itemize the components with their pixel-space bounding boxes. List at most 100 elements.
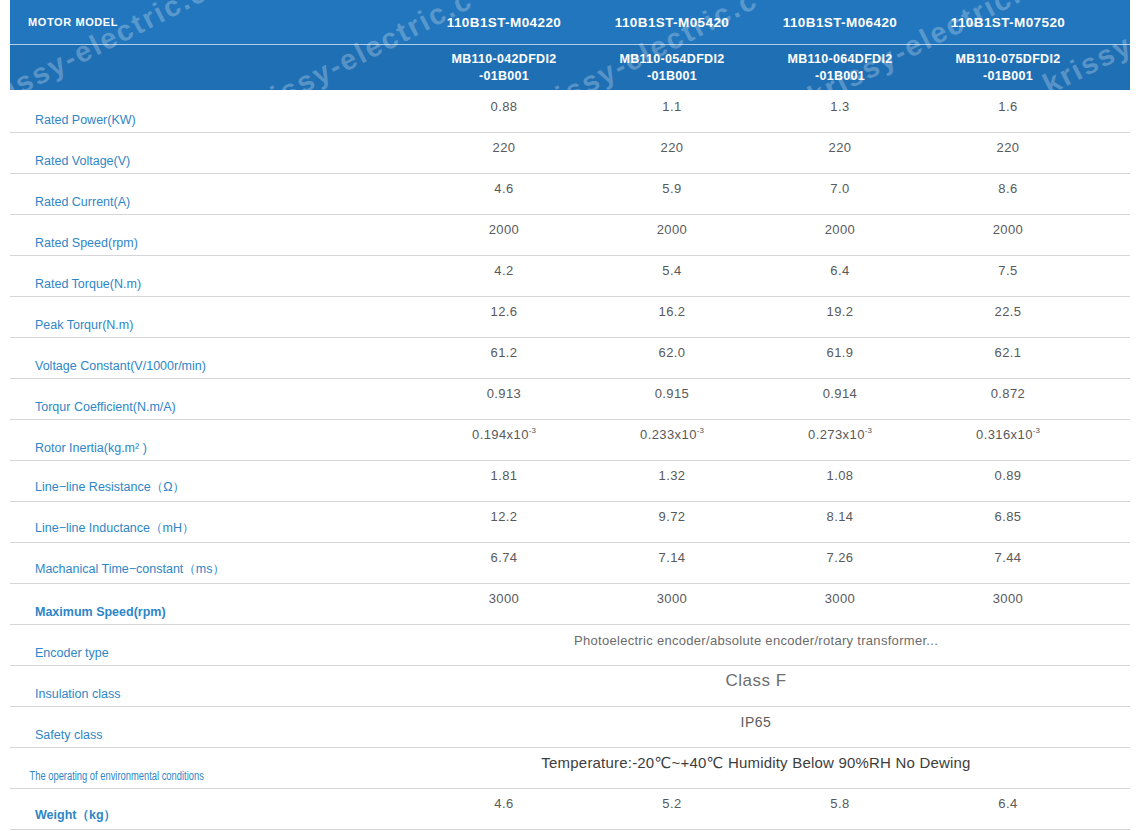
spec-value: 3000 (825, 584, 856, 606)
spec-value: 16.2 (659, 297, 686, 319)
model-column-header: 110B1ST-M04220 (420, 0, 588, 44)
spec-row: Voltage Constant(V/1000r/min) 61.2 62.0 61.… (10, 338, 1130, 379)
part-number-header: MB110-064DFDI2-01B001 (756, 45, 924, 90)
part-number-line2: -01B001 (647, 68, 697, 84)
spec-value: 220 (493, 133, 516, 155)
spec-value: 5.4 (662, 256, 681, 278)
spec-value: 5.2 (662, 789, 681, 811)
spec-value: 6.74 (491, 543, 518, 565)
spec-value-span: Class F (725, 666, 786, 691)
part-number-line2: -01B001 (983, 68, 1033, 84)
part-number-line1: MB110-075DFDI2 (956, 51, 1061, 67)
spec-row: Peak Torqur(N.m) 12.6 16.2 19.2 22.5 (10, 297, 1130, 338)
spec-value: 6.4 (998, 789, 1017, 811)
spec-value: 7.0 (830, 174, 849, 196)
row-label: Voltage Constant(V/1000r/min) (10, 359, 420, 378)
spec-value: 2000 (825, 215, 856, 237)
spec-value: 0.88 (491, 92, 518, 114)
spec-row: Rated Speed(rpm)2000200020002000 (10, 215, 1130, 256)
spec-value: 61.9 (827, 338, 854, 360)
spec-value: 1.81 (491, 461, 518, 483)
spec-value: 0.913 (487, 379, 522, 401)
spec-value: 61.2 (491, 338, 518, 360)
row-label: Torqur Coefficient(N.m/A) (10, 400, 420, 419)
spec-value: 1.6 (998, 92, 1017, 114)
spec-value: 12.6 (491, 297, 518, 319)
spec-value: 3000 (489, 584, 520, 606)
spec-value: 1.1 (662, 92, 681, 114)
spec-value: 7.26 (827, 543, 854, 565)
spec-row: Rated Current(A) 4.6 5.9 7.0 8.6 (10, 174, 1130, 215)
spec-value-span: Temperature:-20℃~+40℃ Humidity Below 90%… (541, 748, 970, 772)
part-number-header: MB110-054DFDI2-01B001 (588, 45, 756, 90)
row-label: Rotor Inertia(kg.m² ) (10, 441, 420, 460)
spec-value: 19.2 (827, 297, 854, 319)
motor-model-label: MOTOR MODEL (10, 0, 420, 44)
model-column-header: 110B1ST-M06420 (756, 0, 924, 44)
header-partnumber-row: MB110-042DFDI2-01B001MB110-054DFDI2-01B0… (10, 45, 1130, 90)
row-label: The operating of environmental condition… (10, 769, 330, 788)
spec-value: 2000 (489, 215, 520, 237)
spec-value: 8.14 (827, 502, 854, 524)
part-number-line1: MB110-042DFDI2 (452, 51, 557, 67)
spec-value: 62.0 (659, 338, 686, 360)
spec-value: 1.08 (827, 461, 854, 483)
spec-value: 0.273x10-3 (808, 420, 872, 442)
spec-value: 12.2 (491, 502, 518, 524)
row-label: Line−line Resistance（Ω） (10, 479, 420, 501)
spec-value: 4.6 (494, 174, 513, 196)
row-label: Line−line Inductance（mH） (10, 520, 420, 542)
row-label: Maximum Speed(rpm) (10, 605, 420, 624)
spec-row: Rotor Inertia(kg.m² ) 0.194x10-3 0.233x10-… (10, 420, 1130, 461)
spec-row: Rated Torque(N.m)4.25.46.47.5 (10, 256, 1130, 297)
row-label: Peak Torqur(N.m) (10, 318, 420, 337)
spec-value: 1.32 (659, 461, 686, 483)
spec-value: 0.89 (995, 461, 1022, 483)
row-label: Rated Current(A) (10, 195, 420, 214)
spec-value: 2000 (657, 215, 688, 237)
spec-value: 7.5 (998, 256, 1017, 278)
part-number-line2: -01B001 (815, 68, 865, 84)
spec-row: Line−line Inductance（mH） 12.2 9.72 8.14 6.85 (10, 502, 1130, 543)
spec-row: The operating of environmental condition… (10, 748, 1130, 789)
spec-value: 6.4 (830, 256, 849, 278)
spec-value: 9.72 (659, 502, 686, 524)
spec-value: 3000 (657, 584, 688, 606)
spec-value: 0.915 (655, 379, 690, 401)
spec-value: 3000 (993, 584, 1024, 606)
spec-value: 0.194x10-3 (472, 420, 536, 442)
spec-value: 7.14 (659, 543, 686, 565)
row-label: Rated Speed(rpm) (10, 236, 420, 255)
table-header: MOTOR MODEL 110B1ST-M04220110B1ST-M05420… (10, 0, 1130, 91)
part-number-line2: -01B001 (479, 68, 529, 84)
spec-value: 5.8 (830, 789, 849, 811)
spec-table-body: Rated Power(KW)0.881.11.31.6Rated Voltag… (10, 92, 1130, 830)
spec-value: 5.9 (662, 174, 681, 196)
spec-value: 0.914 (823, 379, 858, 401)
spec-value: 8.6 (998, 174, 1017, 196)
header-model-row: MOTOR MODEL 110B1ST-M04220110B1ST-M05420… (10, 0, 1130, 45)
spec-value-span: Photoelectric encoder/absolute encoder/r… (574, 625, 938, 648)
row-label: Rated Power(KW) (10, 113, 420, 132)
part-number-line1: MB110-064DFDI2 (788, 51, 893, 67)
spec-value: 0.316x10-3 (976, 420, 1040, 442)
row-label: Encoder type (10, 646, 420, 665)
spec-row: Insulation classClass F (10, 666, 1130, 707)
spec-value: 6.85 (995, 502, 1022, 524)
spec-row: Machanical Time−constant（ms）6.747.147.26… (10, 543, 1130, 584)
model-column-header: 110B1ST-M07520 (924, 0, 1092, 44)
spec-value: 0.233x10-3 (640, 420, 704, 442)
spec-value: 0.872 (991, 379, 1026, 401)
part-number-header: MB110-042DFDI2-01B001 (420, 45, 588, 90)
spec-value: 22.5 (995, 297, 1022, 319)
exponent: -3 (1033, 426, 1040, 435)
spec-value: 4.6 (494, 789, 513, 811)
spec-row: Rated Voltage(V)220220220220 (10, 133, 1130, 174)
spec-row: Encoder type Photoelectric encoder/absolu… (10, 625, 1130, 666)
spec-row: Safety classIP65 (10, 707, 1130, 748)
spec-value: 62.1 (995, 338, 1022, 360)
part-number-header: MB110-075DFDI2-01B001 (924, 45, 1092, 90)
exponent: -3 (697, 426, 704, 435)
spec-value: 220 (829, 133, 852, 155)
exponent: -3 (865, 426, 872, 435)
